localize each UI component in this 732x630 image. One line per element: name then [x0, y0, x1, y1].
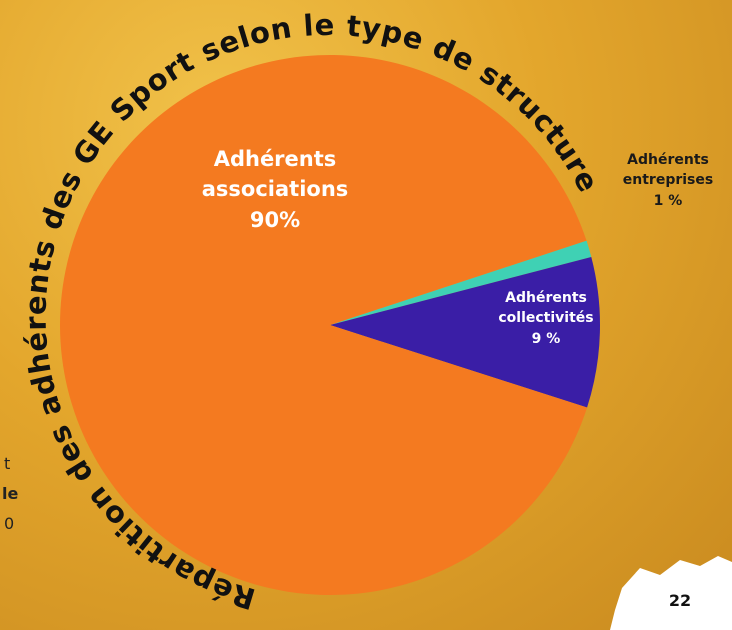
page-fragment: le: [2, 484, 19, 503]
pie: [60, 55, 601, 595]
page-fragment: 0: [4, 514, 15, 533]
slice-category: Adhérents associations: [201, 147, 349, 202]
slice-value: 90%: [249, 207, 301, 232]
page-number: 22: [669, 591, 691, 610]
slice-value: 9 %: [531, 330, 561, 347]
slice-label: Adhérents associations 90%: [140, 144, 410, 235]
slice-label: Adhérents collectivités 9 %: [490, 288, 602, 349]
slice-category: Adhérents entreprises: [622, 152, 714, 189]
slice-label: Adhérents entreprises 1 %: [612, 150, 724, 211]
slice-value: 1 %: [653, 192, 683, 209]
page-fragment: t: [4, 454, 11, 473]
pie-slice: [330, 240, 592, 325]
pie-slice: [60, 55, 588, 595]
page-number-badge: [610, 556, 732, 630]
pie-slice: [330, 256, 601, 408]
slice-category: Adhérents collectivités: [498, 290, 594, 327]
